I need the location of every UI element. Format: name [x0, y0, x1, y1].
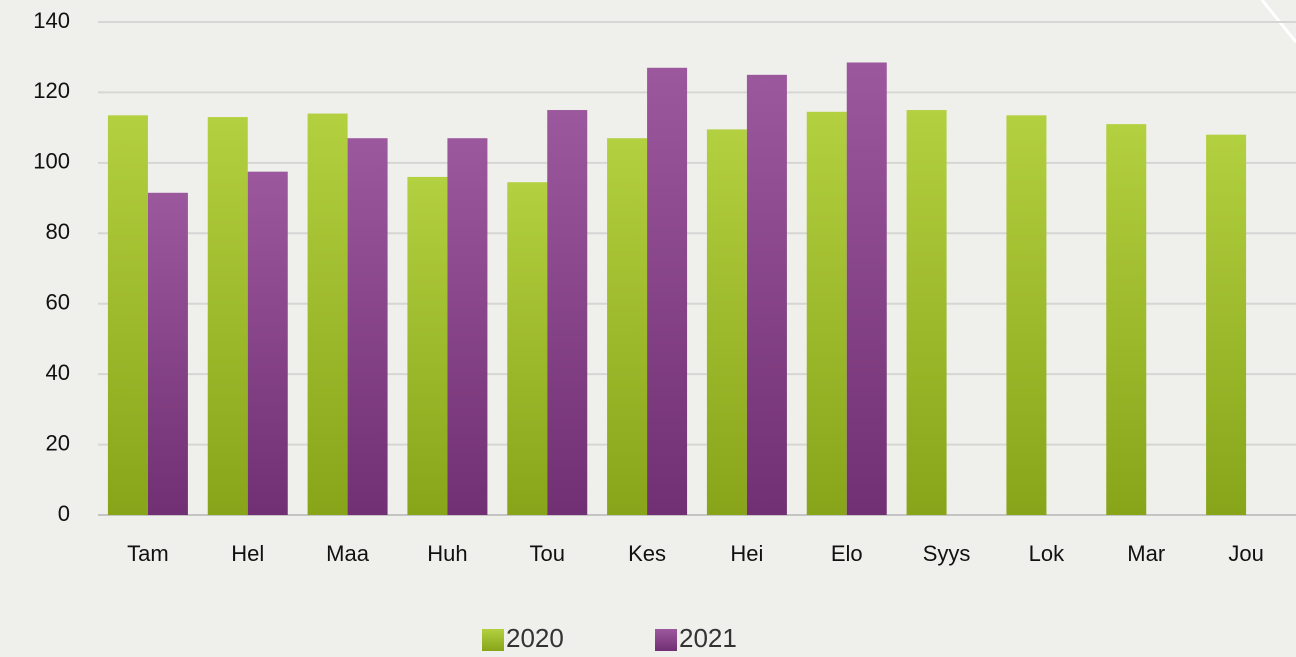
y-tick-label: 80 [46, 219, 70, 244]
bar [706, 129, 747, 515]
bar [647, 67, 688, 516]
bar [906, 110, 947, 516]
x-tick-label: Mar [1127, 541, 1165, 566]
y-tick-label: 40 [46, 360, 70, 385]
bar [507, 182, 548, 515]
bar [846, 62, 887, 515]
y-tick-label: 120 [33, 78, 70, 103]
bar [806, 111, 847, 516]
bar [207, 117, 248, 515]
bar [407, 176, 448, 515]
x-tick-label: Huh [427, 541, 467, 566]
legend-label: 2021 [679, 623, 737, 653]
x-tick-label: Hel [231, 541, 264, 566]
legend-swatch [655, 629, 677, 651]
bar [1106, 124, 1147, 515]
bar [107, 115, 148, 515]
bar [746, 74, 787, 516]
bar [147, 192, 188, 515]
bar [547, 110, 588, 516]
x-tick-label: Lok [1029, 541, 1065, 566]
x-tick-label: Maa [326, 541, 370, 566]
bar [347, 138, 388, 515]
bar [447, 138, 488, 515]
legend-label: 2020 [506, 623, 564, 653]
x-tick-label: Elo [831, 541, 863, 566]
y-tick-label: 60 [46, 290, 70, 315]
bar [1006, 115, 1047, 515]
bar [1206, 134, 1247, 515]
legend-swatch [482, 629, 504, 651]
x-tick-label: Hei [730, 541, 763, 566]
bar [247, 171, 288, 516]
x-tick-label: Syys [923, 541, 971, 566]
y-tick-label: 140 [33, 8, 70, 33]
x-tick-label: Jou [1228, 541, 1263, 566]
x-tick-label: Tou [530, 541, 565, 566]
x-tick-label: Kes [628, 541, 666, 566]
x-tick-label: Tam [127, 541, 169, 566]
y-tick-label: 20 [46, 430, 70, 455]
bar [607, 138, 648, 515]
y-tick-label: 0 [58, 501, 70, 526]
y-tick-label: 100 [33, 149, 70, 174]
bar [307, 113, 348, 516]
